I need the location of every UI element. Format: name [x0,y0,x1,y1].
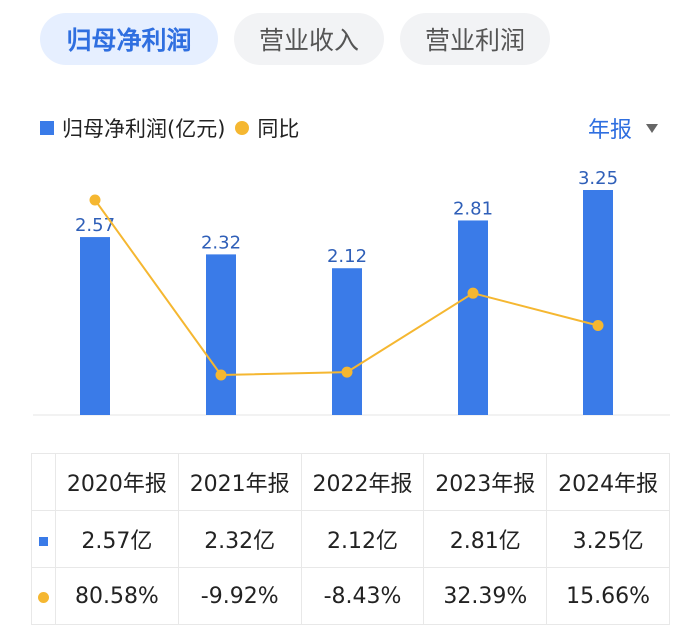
tab-net-profit[interactable]: 归母净利润 [40,13,218,65]
table-header-cell: 2022年报 [300,453,425,511]
yoy-point-3 [467,287,479,299]
period-selector[interactable]: 年报 [588,112,658,144]
table-cell: -8.43% [300,567,425,625]
table-row: 2.57亿 2.32亿 2.12亿 2.81亿 3.25亿 [31,510,670,568]
table-cell: 2.81亿 [423,510,548,568]
line-marker-cell [31,567,56,625]
tab-revenue[interactable]: 营业收入 [234,13,384,65]
period-label: 年报 [587,118,632,143]
line-legend-label: 同比 [257,117,300,141]
bar-marker-icon [39,536,48,546]
profit-chart: 2.57 2.32 2.12 2.81 3.25 [33,168,670,416]
bar-marker-cell [31,510,56,568]
bar-0 [80,237,110,415]
bar-label-2: 2.12 [327,246,367,267]
yoy-point-2 [341,366,353,378]
table-cell: 32.39% [423,567,548,625]
table-header-cell: 2024年报 [546,453,670,511]
yoy-point-0 [89,194,101,206]
bar-3 [458,220,488,415]
bar-1 [206,254,236,415]
table-header-row: 2020年报 2021年报 2022年报 2023年报 2024年报 [31,453,670,511]
bar-label-1: 2.32 [201,232,241,253]
line-marker-icon [38,591,49,603]
caret-down-icon [646,123,658,133]
table-cell: 2.57亿 [55,510,179,568]
chart-legend: 归母净利润(亿元) 同比 [40,112,299,144]
table-row: 80.58% -9.92% -8.43% 32.39% 15.66% [31,567,670,625]
metric-tabs: 归母净利润 营业收入 营业利润 [40,13,550,65]
table-header-cell: 2021年报 [177,453,302,511]
table-cell: 15.66% [546,567,670,625]
table-cell: 80.58% [55,567,179,625]
table-cell: 2.32亿 [177,510,302,568]
table-corner-cell [31,453,56,511]
table-header-cell: 2023年报 [423,453,548,511]
yoy-point-1 [215,369,227,381]
table-cell: 2.12亿 [300,510,425,568]
bar-2 [332,268,362,415]
table-header-cell: 2020年报 [55,453,179,511]
bar-label-0: 2.57 [75,215,115,236]
bar-4 [583,190,613,415]
bar-legend-label: 归母净利润(亿元) [62,117,226,141]
bar-legend-icon [40,121,54,135]
table-cell: 3.25亿 [546,510,670,568]
bar-label-3: 2.81 [453,198,493,219]
tab-operating-profit[interactable]: 营业利润 [400,13,550,65]
line-legend-icon [235,121,250,135]
yoy-point-4 [592,320,604,332]
bar-label-4: 3.25 [578,168,618,189]
table-cell: -9.92% [177,567,302,625]
data-table: 2020年报 2021年报 2022年报 2023年报 2024年报 2.57亿… [31,453,670,625]
